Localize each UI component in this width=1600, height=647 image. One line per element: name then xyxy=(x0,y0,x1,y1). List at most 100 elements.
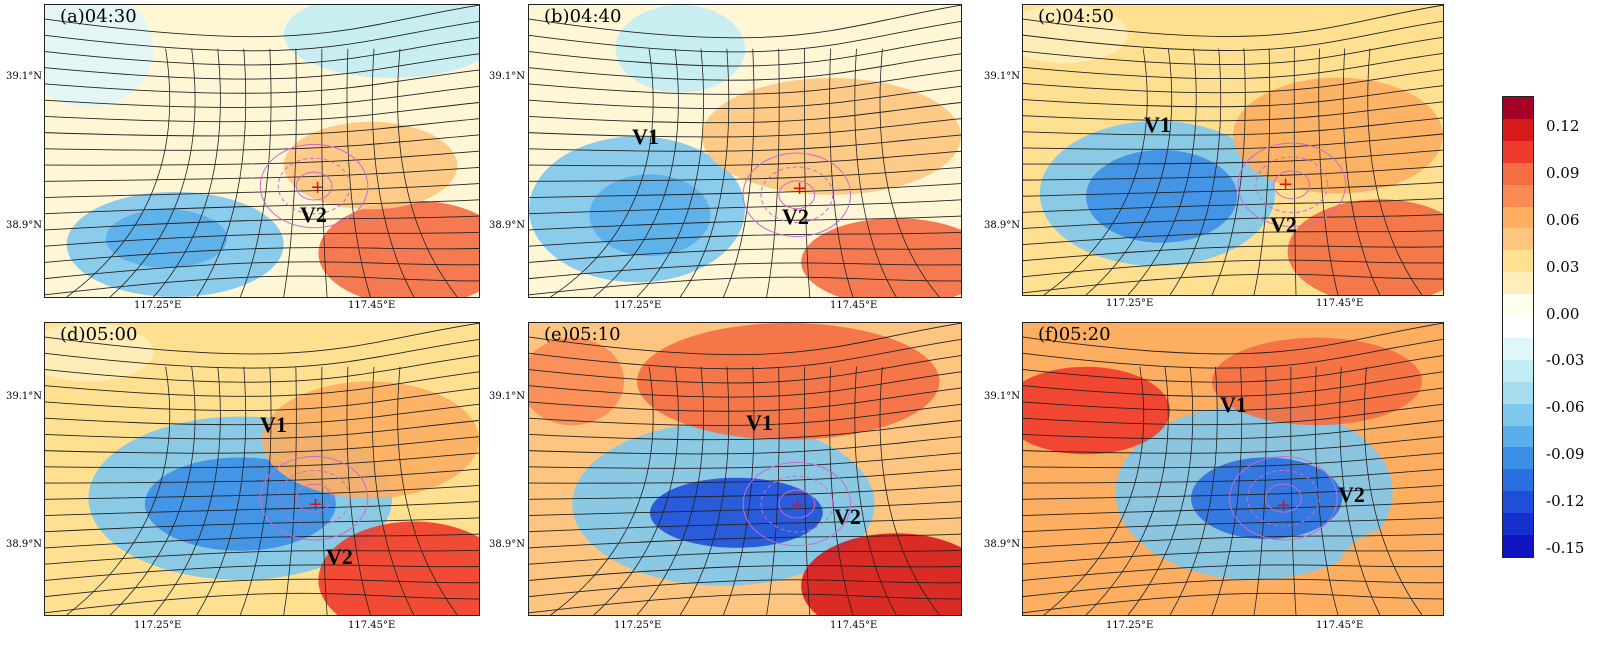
ylab-c-39.1: 39.1°N xyxy=(984,71,1021,82)
shaded-field-blob xyxy=(801,218,961,297)
streamline xyxy=(1023,85,1443,108)
shaded-field-blob xyxy=(1023,5,1128,63)
streamline xyxy=(45,69,479,94)
map-svg-e xyxy=(529,323,961,615)
colorbar-tick--0.12: -0.12 xyxy=(1546,492,1585,510)
ylab-d-39.1: 39.1°N xyxy=(6,391,43,402)
streamline xyxy=(1023,101,1443,122)
streamline xyxy=(1318,48,1339,295)
streamline xyxy=(1023,273,1443,294)
streamline xyxy=(1023,197,1443,213)
streamline xyxy=(679,48,730,297)
streamline xyxy=(45,231,479,247)
colorbar xyxy=(1502,96,1534,558)
pink-contour xyxy=(295,171,333,201)
shaded-field-blob xyxy=(1212,337,1422,426)
streamline xyxy=(529,420,961,441)
streamline xyxy=(529,166,961,182)
streamline xyxy=(529,150,961,167)
streamline xyxy=(1367,48,1423,295)
streamline xyxy=(550,48,654,297)
streamline xyxy=(45,452,479,469)
shaded-field-blob xyxy=(615,5,745,93)
pink-contour xyxy=(760,166,834,224)
colorbar-tick-0.12: 0.12 xyxy=(1546,117,1580,135)
streamline xyxy=(45,338,479,369)
streamline xyxy=(529,387,961,412)
pink-contour xyxy=(1264,483,1302,513)
streamline xyxy=(1293,48,1297,295)
streamline xyxy=(196,48,247,297)
shaded-field-blob xyxy=(283,121,458,210)
streamline xyxy=(1023,387,1443,411)
streamline xyxy=(1023,484,1443,500)
panel-b-center-marker: + xyxy=(792,178,808,199)
streamline xyxy=(45,578,479,598)
pink-contour xyxy=(1229,455,1338,541)
streamline xyxy=(397,366,458,615)
colorbar-tick--0.09: -0.09 xyxy=(1546,445,1585,463)
streamline xyxy=(283,48,297,297)
shaded-field-blob xyxy=(529,337,625,426)
map-panel-a xyxy=(44,4,480,298)
streamline xyxy=(45,20,479,52)
streamline xyxy=(45,323,479,355)
map-panel-b xyxy=(528,4,962,298)
pink-contour xyxy=(760,475,834,533)
xlab-a-117.25: 117.25°E xyxy=(134,300,182,311)
streamline xyxy=(529,484,961,500)
colorbar-segment xyxy=(1503,316,1533,339)
streamline xyxy=(1169,48,1222,295)
xlab-b-117.25: 117.25°E xyxy=(614,300,662,311)
streamline xyxy=(397,48,458,297)
streamline xyxy=(1023,468,1443,484)
streamline xyxy=(1127,366,1194,615)
streamline xyxy=(153,366,221,615)
map-svg-d xyxy=(45,323,479,615)
streamline xyxy=(109,48,196,297)
panel-d-v1-label: V1 xyxy=(260,412,287,437)
streamline xyxy=(45,37,479,66)
panel-a-title: (a)04:30 xyxy=(60,6,137,27)
colorbar-segment xyxy=(1503,491,1533,514)
xlab-f-117.45: 117.45°E xyxy=(1316,620,1364,631)
map-svg-f xyxy=(1023,323,1443,615)
streamline xyxy=(1023,592,1443,614)
panel-f: (f)05:20 V1 V2 + xyxy=(1022,322,1444,616)
shaded-field-blob xyxy=(283,5,479,78)
colorbar-segment xyxy=(1503,469,1533,492)
map-svg-b xyxy=(529,5,961,297)
pink-contour xyxy=(742,461,852,547)
colorbar-segment xyxy=(1503,425,1533,448)
streamline xyxy=(1023,133,1443,150)
streamline xyxy=(529,37,961,67)
streamline xyxy=(529,215,961,231)
streamline xyxy=(529,403,961,426)
streamline xyxy=(829,366,854,615)
pink-contour xyxy=(778,180,816,210)
streamline xyxy=(1023,452,1443,469)
colorbar-segment xyxy=(1503,140,1533,164)
colorbar-segment xyxy=(1503,381,1533,405)
streamline xyxy=(45,484,479,500)
streamline xyxy=(529,5,961,39)
streamline xyxy=(45,150,479,166)
streamline xyxy=(1023,259,1443,278)
streamline xyxy=(529,371,961,398)
shaded-field-blob xyxy=(589,174,711,257)
streamline xyxy=(45,85,479,108)
streamline xyxy=(1211,366,1243,615)
panel-d-center-marker: + xyxy=(308,494,324,515)
streamline xyxy=(529,517,961,533)
streamline xyxy=(283,366,297,615)
streamline xyxy=(371,366,415,615)
streamline xyxy=(529,53,961,81)
streamline xyxy=(529,231,961,247)
streamline xyxy=(529,338,961,370)
panel-c-title: (c)04:50 xyxy=(1038,6,1114,27)
streamline xyxy=(45,275,479,296)
streamline xyxy=(1023,165,1443,181)
colorbar-tick-0.09: 0.09 xyxy=(1546,164,1580,182)
streamline xyxy=(45,549,479,565)
colorbar-segment xyxy=(1503,337,1533,361)
